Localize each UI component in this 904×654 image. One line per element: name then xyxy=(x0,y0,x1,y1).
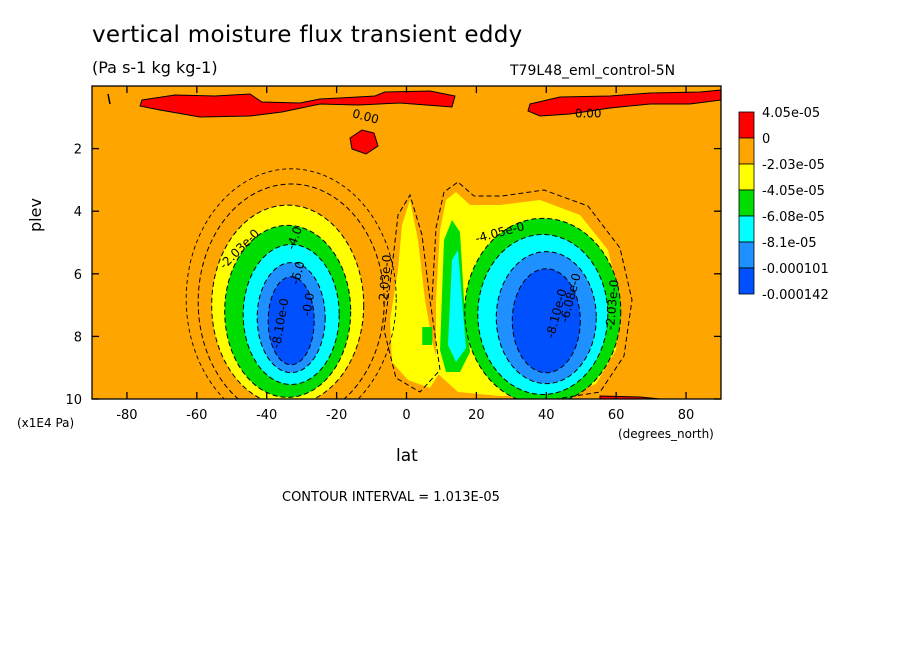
north-cell-level-4-line xyxy=(511,268,581,374)
x-tick-label-1: -60 xyxy=(186,408,207,423)
contour-label-0: 0.00 xyxy=(351,106,380,126)
y-tick-label-0: 2 xyxy=(74,143,82,158)
x-axis-label: lat xyxy=(396,446,418,466)
run-id-label: T79L48_eml_control-5N xyxy=(510,63,676,79)
contour-fields xyxy=(140,90,721,399)
north-cell-level-3-line xyxy=(495,251,597,385)
positive-region-south-upper xyxy=(140,91,455,117)
legend-swatch-1 xyxy=(738,137,755,165)
south-cell-level-2-line xyxy=(224,224,352,398)
legend-swatch-3 xyxy=(738,189,755,217)
legend-label-0: 4.05e-05 xyxy=(762,106,820,121)
y-axis-unit: (x1E4 Pa) xyxy=(17,416,75,430)
positive-region-south-upper-line xyxy=(139,90,456,118)
y-tick-label-2: 6 xyxy=(74,268,82,283)
legend-label-3: -4.05e-05 xyxy=(762,184,825,199)
north-cell-level-1-line xyxy=(464,217,622,399)
colorbar-legend: 4.05e-05 0 -2.03e-05 -4.05e-05 -6.08e-05 -8.1… xyxy=(738,106,829,303)
contour-interval-note: CONTOUR INTERVAL = 1.013E-05 xyxy=(282,490,500,505)
x-tick-label-2: -40 xyxy=(256,408,277,423)
contour-label-7: -2.03e-0 xyxy=(376,254,394,305)
south-cell-level-3-line xyxy=(242,243,340,385)
legend-swatch-5 xyxy=(738,241,755,269)
south-cell-level-5-line xyxy=(267,276,315,366)
legend-label-7: -0.000142 xyxy=(762,288,829,303)
x-axis: -80 -60 -40 -20 0 20 40 60 80 xyxy=(116,86,694,423)
positive-region-north-upper-line xyxy=(527,89,721,117)
south-cell-level-1-line xyxy=(211,204,365,399)
contour-label-4: -6.0 xyxy=(288,260,308,286)
south-outer-contour xyxy=(185,168,397,399)
positive-region-cell-line xyxy=(349,129,379,155)
positive-region-north-upper xyxy=(528,90,721,116)
positive-region-surface-line xyxy=(599,395,661,399)
y-axis: 2 4 6 8 10 xyxy=(65,143,721,408)
contour-label-1: 0.00 xyxy=(575,106,602,120)
legend-swatch-0 xyxy=(738,111,755,139)
contour-label-6: -0.0 xyxy=(299,292,317,317)
chart-units: (Pa s-1 kg kg-1) xyxy=(92,58,218,77)
legend-label-5: -8.1e-05 xyxy=(762,236,817,251)
south-cell-level-4-line xyxy=(256,262,326,374)
legend-swatch-6 xyxy=(738,267,755,295)
x-tick-label-0: -80 xyxy=(116,408,137,423)
contour-label-11: -2.03e-0 xyxy=(603,279,621,330)
north-tongue-cyan xyxy=(448,250,466,362)
x-tick-label-6: 40 xyxy=(538,408,555,423)
x-tick-label-5: 20 xyxy=(468,408,485,423)
contour-lines xyxy=(107,89,721,399)
y-tick-label-3: 8 xyxy=(74,330,82,345)
x-axis-unit: (degrees_north) xyxy=(618,427,714,441)
legend-label-6: -0.000101 xyxy=(762,262,829,277)
north-cell-core xyxy=(528,287,565,360)
south-cell-level-0-line xyxy=(197,183,385,399)
legend-label-4: -6.08e-05 xyxy=(762,210,825,225)
equatorial-green-patch xyxy=(422,327,433,346)
south-cell-core xyxy=(277,291,302,356)
y-tick-label-1: 4 xyxy=(74,205,82,220)
legend-label-2: -2.03e-05 xyxy=(762,158,825,173)
x-tick-label-8: 80 xyxy=(678,408,695,423)
equatorial-plume-line xyxy=(383,193,441,393)
x-tick-label-4: 0 xyxy=(402,408,410,423)
positive-region-cell xyxy=(350,130,378,154)
chart-title: vertical moisture flux transient eddy xyxy=(92,22,523,48)
y-tick-label-4: 10 xyxy=(65,393,82,408)
x-tick-label-3: -20 xyxy=(326,408,347,423)
legend-swatch-4 xyxy=(738,215,755,243)
north-outer-contour xyxy=(431,181,633,399)
legend-swatch-2 xyxy=(738,163,755,191)
legend-label-1: 0 xyxy=(762,132,770,147)
x-tick-label-7: 60 xyxy=(608,408,625,423)
edge-contour-tick xyxy=(107,93,111,105)
north-cell-level-2-line xyxy=(477,233,609,395)
